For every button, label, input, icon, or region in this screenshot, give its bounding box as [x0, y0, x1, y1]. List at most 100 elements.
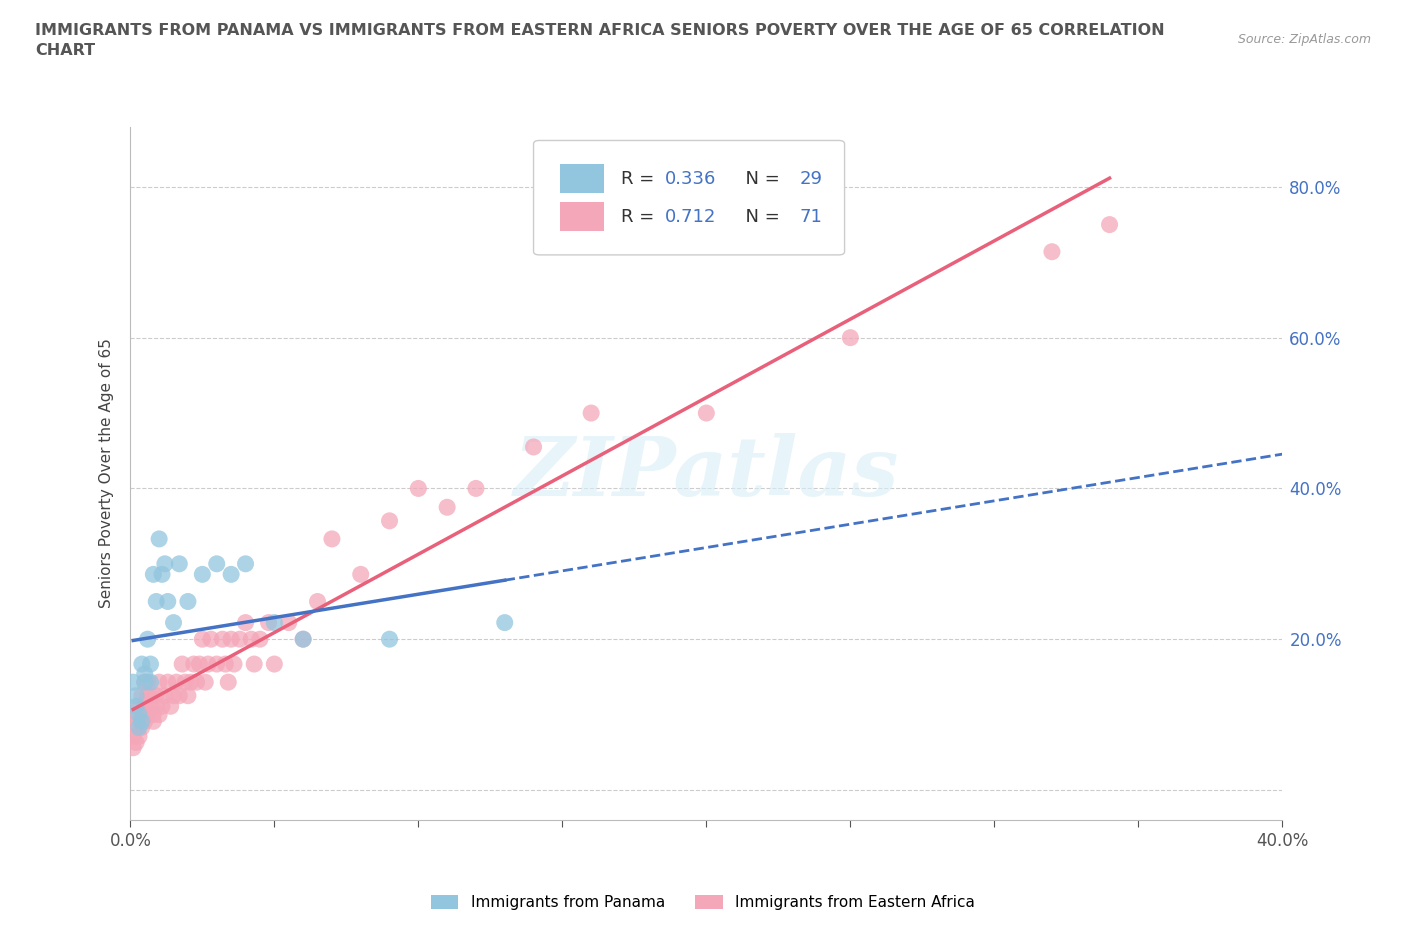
- Point: [408, 481, 430, 496]
- Point: [1098, 217, 1121, 232]
- FancyBboxPatch shape: [560, 202, 603, 232]
- Text: R =: R =: [621, 169, 659, 188]
- Point: [243, 657, 266, 671]
- Point: [131, 707, 153, 722]
- Point: [177, 594, 200, 609]
- Point: [235, 556, 257, 571]
- Point: [148, 674, 170, 689]
- Point: [148, 531, 170, 546]
- Point: [217, 674, 239, 689]
- Point: [128, 720, 150, 735]
- Point: [292, 631, 315, 646]
- Point: [125, 720, 148, 735]
- Point: [153, 556, 176, 571]
- Point: [177, 688, 200, 703]
- Point: [139, 688, 162, 703]
- Point: [174, 674, 197, 689]
- Point: [180, 674, 202, 689]
- Point: [165, 674, 187, 689]
- Point: [465, 481, 488, 496]
- Point: [263, 615, 285, 630]
- Point: [134, 714, 156, 729]
- Point: [235, 615, 257, 630]
- Text: ZIPatlas: ZIPatlas: [513, 433, 898, 513]
- Point: [436, 499, 458, 514]
- Text: R =: R =: [621, 207, 659, 226]
- Point: [494, 615, 516, 630]
- Point: [162, 615, 184, 630]
- Legend: Immigrants from Panama, Immigrants from Eastern Africa: Immigrants from Panama, Immigrants from …: [423, 887, 983, 918]
- Point: [122, 674, 145, 689]
- Point: [134, 674, 156, 689]
- Point: [125, 707, 148, 722]
- Point: [579, 405, 602, 420]
- Point: [125, 698, 148, 713]
- Point: [1040, 245, 1063, 259]
- Point: [200, 631, 222, 646]
- Point: [142, 567, 165, 582]
- Point: [229, 631, 252, 646]
- Point: [183, 657, 205, 671]
- FancyBboxPatch shape: [533, 140, 845, 255]
- Point: [378, 513, 401, 528]
- Point: [122, 740, 145, 755]
- Point: [191, 567, 214, 582]
- Point: [139, 698, 162, 713]
- Point: [134, 674, 156, 689]
- Point: [128, 707, 150, 722]
- Point: [142, 707, 165, 722]
- Point: [125, 735, 148, 750]
- Text: N =: N =: [734, 169, 786, 188]
- Point: [172, 657, 194, 671]
- Point: [153, 688, 176, 703]
- Point: [211, 631, 233, 646]
- Point: [321, 531, 343, 546]
- Point: [350, 567, 373, 582]
- Point: [292, 631, 315, 646]
- Text: Source: ZipAtlas.com: Source: ZipAtlas.com: [1237, 33, 1371, 46]
- Point: [148, 707, 170, 722]
- Point: [219, 631, 242, 646]
- Point: [128, 698, 150, 713]
- Point: [150, 567, 173, 582]
- Point: [122, 729, 145, 744]
- Point: [145, 594, 167, 609]
- Point: [139, 674, 162, 689]
- Point: [249, 631, 271, 646]
- Point: [277, 615, 299, 630]
- Point: [186, 674, 208, 689]
- Point: [131, 688, 153, 703]
- Point: [125, 688, 148, 703]
- Point: [136, 674, 159, 689]
- Point: [139, 657, 162, 671]
- Point: [205, 556, 228, 571]
- Point: [522, 440, 544, 455]
- Point: [378, 631, 401, 646]
- Point: [136, 688, 159, 703]
- Point: [214, 657, 236, 671]
- Point: [169, 688, 191, 703]
- Point: [150, 698, 173, 713]
- Point: [142, 714, 165, 729]
- Point: [169, 556, 191, 571]
- Point: [136, 707, 159, 722]
- Point: [131, 720, 153, 735]
- Point: [156, 594, 179, 609]
- Point: [307, 594, 329, 609]
- Point: [205, 657, 228, 671]
- Point: [134, 667, 156, 682]
- Text: IMMIGRANTS FROM PANAMA VS IMMIGRANTS FROM EASTERN AFRICA SENIORS POVERTY OVER TH: IMMIGRANTS FROM PANAMA VS IMMIGRANTS FRO…: [35, 23, 1164, 58]
- Point: [156, 674, 179, 689]
- Point: [191, 631, 214, 646]
- FancyBboxPatch shape: [560, 164, 603, 193]
- Point: [695, 405, 717, 420]
- Text: 0.712: 0.712: [665, 207, 716, 226]
- Point: [128, 714, 150, 729]
- Point: [131, 714, 153, 729]
- Point: [839, 330, 862, 345]
- Point: [197, 657, 219, 671]
- Point: [263, 657, 285, 671]
- Point: [131, 657, 153, 671]
- Point: [219, 567, 242, 582]
- Point: [240, 631, 263, 646]
